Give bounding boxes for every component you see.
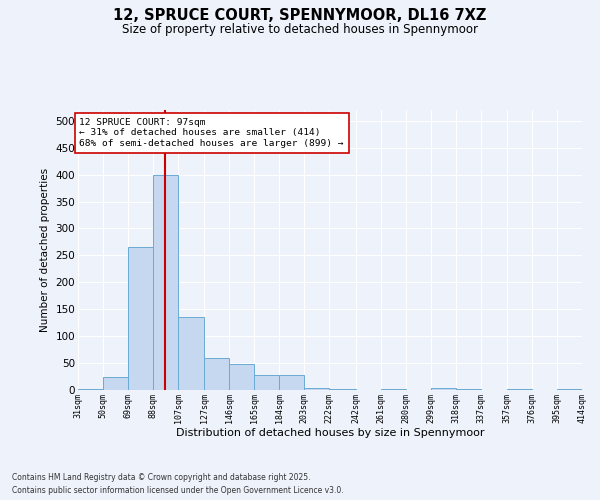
Bar — [329, 389, 356, 390]
Bar — [128, 248, 153, 390]
Text: 12 SPRUCE COURT: 97sqm
← 31% of detached houses are smaller (414)
68% of semi-de: 12 SPRUCE COURT: 97sqm ← 31% of detached… — [79, 118, 344, 148]
Bar — [103, 376, 128, 390]
Bar — [380, 389, 406, 390]
Bar — [205, 358, 229, 390]
Bar — [280, 375, 304, 390]
Text: 12, SPRUCE COURT, SPENNYMOOR, DL16 7XZ: 12, SPRUCE COURT, SPENNYMOOR, DL16 7XZ — [113, 8, 487, 22]
Bar — [254, 375, 280, 390]
Text: Size of property relative to detached houses in Spennymoor: Size of property relative to detached ho… — [122, 22, 478, 36]
Bar — [304, 388, 329, 390]
Bar — [153, 174, 178, 390]
Bar — [431, 388, 455, 390]
Bar — [178, 318, 205, 390]
Text: Contains public sector information licensed under the Open Government Licence v3: Contains public sector information licen… — [12, 486, 344, 495]
Y-axis label: Number of detached properties: Number of detached properties — [40, 168, 50, 332]
X-axis label: Distribution of detached houses by size in Spennymoor: Distribution of detached houses by size … — [176, 428, 484, 438]
Bar — [455, 389, 481, 390]
Text: Contains HM Land Registry data © Crown copyright and database right 2025.: Contains HM Land Registry data © Crown c… — [12, 474, 311, 482]
Bar — [78, 389, 103, 390]
Bar — [229, 364, 254, 390]
